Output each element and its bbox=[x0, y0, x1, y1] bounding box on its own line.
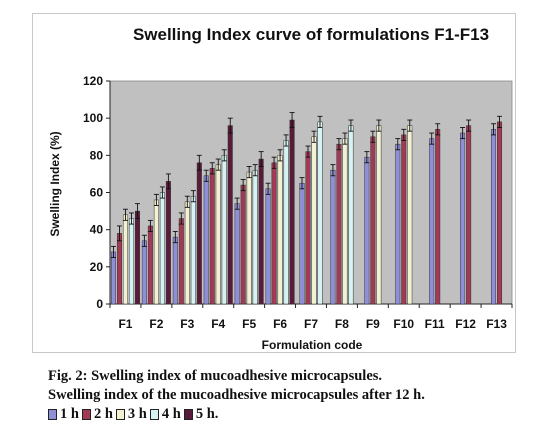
legend-item-4h: 4 h bbox=[149, 405, 181, 424]
bar bbox=[159, 192, 165, 305]
bar bbox=[348, 125, 354, 305]
x-tick-label: F12 bbox=[455, 317, 476, 331]
bar bbox=[305, 151, 311, 305]
bar bbox=[221, 155, 227, 305]
x-tick-label: F6 bbox=[273, 317, 287, 331]
bar bbox=[227, 125, 233, 305]
bar bbox=[128, 218, 134, 305]
legend-item-2h: 2 h bbox=[81, 405, 113, 424]
bar bbox=[491, 129, 497, 305]
bar bbox=[429, 138, 435, 305]
bar bbox=[289, 119, 295, 305]
bar bbox=[317, 121, 323, 305]
bar bbox=[265, 188, 271, 305]
legend-item-5h: 5 h. bbox=[183, 405, 219, 424]
bar bbox=[134, 210, 140, 305]
bar bbox=[376, 125, 382, 305]
legend-label-3h: 3 h bbox=[127, 406, 147, 422]
caption-legend: 1 h 2 h 3 h 4 h 5 h. bbox=[48, 405, 528, 424]
bar bbox=[110, 251, 116, 305]
y-axis-title: Swelling Index (%) bbox=[48, 131, 62, 236]
legend-label-4h: 4 h bbox=[161, 406, 181, 422]
x-tick-label: F10 bbox=[393, 317, 414, 331]
bar bbox=[184, 201, 190, 305]
legend-label-2h: 2 h bbox=[93, 406, 113, 422]
legend-swatch-5h bbox=[183, 409, 193, 420]
bar bbox=[234, 203, 240, 305]
x-tick-label: F2 bbox=[149, 317, 163, 331]
bar bbox=[364, 156, 370, 305]
bar bbox=[466, 125, 472, 305]
bar bbox=[116, 233, 122, 305]
bar bbox=[122, 214, 128, 305]
y-tick-label: 100 bbox=[83, 111, 103, 125]
bar bbox=[141, 240, 147, 305]
legend-swatch-1h bbox=[48, 409, 57, 420]
x-tick-label: F8 bbox=[335, 317, 349, 331]
bar bbox=[342, 138, 348, 305]
y-tick-label: 80 bbox=[90, 148, 104, 162]
x-tick-label: F5 bbox=[242, 317, 256, 331]
bar bbox=[370, 136, 376, 305]
x-tick-label: F13 bbox=[486, 317, 507, 331]
legend-swatch-4h bbox=[149, 409, 159, 420]
chart-frame: Swelling Index curve of formulations F1-… bbox=[32, 13, 516, 353]
y-tick-label: 20 bbox=[90, 260, 104, 274]
bar bbox=[435, 129, 441, 305]
legend-label-1h: 1 h bbox=[60, 406, 79, 422]
x-tick-label: F11 bbox=[425, 317, 445, 331]
bar bbox=[147, 225, 153, 305]
bar bbox=[153, 199, 159, 305]
chart-title: Swelling Index curve of formulations F1-… bbox=[133, 25, 489, 44]
bar bbox=[460, 132, 466, 305]
bar bbox=[165, 181, 171, 305]
bar bbox=[215, 164, 221, 305]
caption-line-2: Swelling index of the mucoadhesive micro… bbox=[48, 387, 425, 403]
bar bbox=[240, 184, 246, 305]
x-tick-label: F1 bbox=[118, 317, 132, 331]
x-tick-label: F3 bbox=[180, 317, 194, 331]
y-tick-label: 40 bbox=[90, 223, 104, 237]
y-tick-label: 120 bbox=[83, 74, 103, 88]
bar bbox=[277, 155, 283, 305]
bar bbox=[407, 125, 413, 305]
x-tick-label: F4 bbox=[211, 317, 225, 331]
x-tick-label: F9 bbox=[366, 317, 380, 331]
x-tick-label: F7 bbox=[304, 317, 318, 331]
y-tick-label: 60 bbox=[90, 186, 104, 200]
bar bbox=[336, 143, 342, 305]
legend-label-5h: 5 h. bbox=[195, 406, 219, 422]
bar bbox=[395, 143, 401, 305]
bar bbox=[401, 134, 407, 305]
legend-swatch-2h bbox=[81, 409, 91, 420]
y-tick-label: 0 bbox=[96, 297, 103, 311]
bar bbox=[311, 136, 317, 305]
legend-swatch-3h bbox=[115, 409, 125, 420]
bar bbox=[497, 121, 503, 305]
caption-line-1: Fig. 2: Swelling index of mucoadhesive m… bbox=[48, 368, 383, 384]
x-axis-title: Formulation code bbox=[262, 338, 363, 352]
bar bbox=[196, 162, 202, 305]
bar bbox=[172, 236, 178, 305]
bar bbox=[246, 171, 252, 305]
bar bbox=[271, 162, 277, 305]
bar bbox=[330, 169, 336, 305]
bar bbox=[283, 140, 289, 305]
bar bbox=[178, 218, 184, 305]
bar bbox=[299, 182, 305, 305]
bar bbox=[209, 168, 215, 305]
plot-layer: 0 20 40 60 80 100 120 F1 F2 F3 F4 F5 F6 F7 F8 F9 F10 F11 F… bbox=[83, 74, 513, 331]
figure-caption: Fig. 2: Swelling index of mucoadhesive m… bbox=[48, 367, 528, 424]
chart-svg: Swelling Index curve of formulations F1-… bbox=[48, 25, 513, 352]
bar bbox=[190, 195, 196, 305]
bar bbox=[203, 175, 209, 305]
legend-item-1h: 1 h bbox=[48, 405, 79, 424]
bar bbox=[252, 169, 258, 305]
bar bbox=[258, 158, 264, 305]
legend-item-3h: 3 h bbox=[115, 405, 147, 424]
